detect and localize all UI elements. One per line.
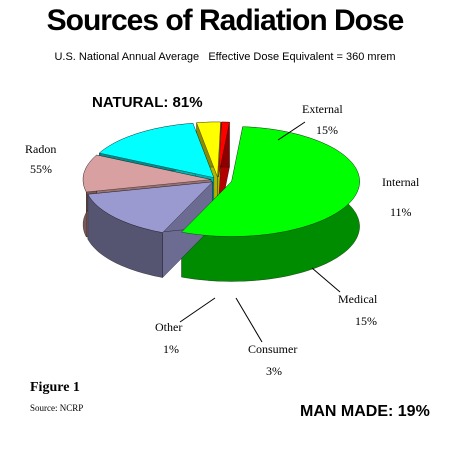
leader-line	[179, 297, 216, 323]
category-label: External	[302, 102, 343, 116]
annotation: MAN MADE: 19%	[300, 403, 430, 420]
leader-line	[311, 267, 341, 293]
category-label: Medical	[338, 292, 378, 306]
annotation: Figure 1	[30, 380, 80, 395]
value-label: 55%	[30, 162, 52, 176]
category-label: Other	[155, 320, 182, 334]
value-label: 11%	[390, 205, 412, 219]
annotation: NATURAL: 81%	[92, 94, 203, 111]
annotation: Source: NCRP	[30, 403, 83, 413]
leader-line	[235, 297, 263, 343]
slice	[181, 126, 360, 237]
slice	[82, 154, 212, 193]
chart-subtitle: U.S. National Annual Average Effective D…	[54, 51, 395, 63]
value-label: 15%	[316, 123, 338, 137]
leader-line	[277, 121, 306, 141]
category-label: Radon	[25, 142, 56, 156]
category-label: Consumer	[248, 342, 297, 356]
category-label: Internal	[382, 175, 420, 189]
slice	[196, 121, 221, 178]
value-label: 3%	[266, 364, 282, 378]
value-label: 1%	[163, 342, 179, 356]
slice	[218, 121, 230, 178]
slice	[99, 123, 215, 178]
slice	[87, 181, 213, 233]
pie	[82, 121, 360, 282]
chart-title: Sources of Radiation Dose	[47, 4, 404, 37]
value-label: 15%	[355, 314, 377, 328]
